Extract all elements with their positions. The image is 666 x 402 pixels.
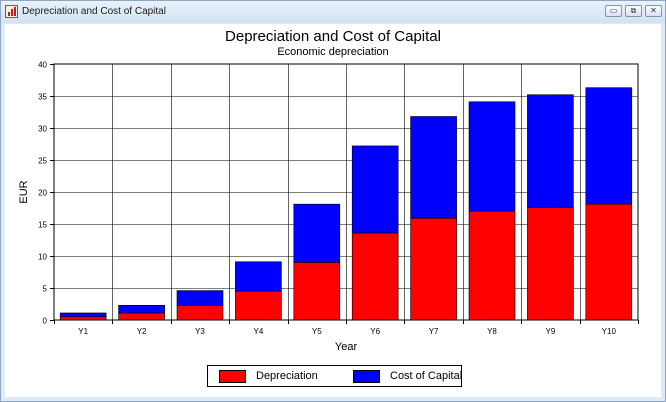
bar-depreciation-y6 [351, 232, 399, 321]
x-tick-label: Y4 [254, 327, 264, 336]
y-tick-label: 10 [38, 253, 47, 262]
y-tick-label: 30 [38, 125, 47, 134]
bar-depreciation-y7 [410, 217, 457, 321]
x-tick-label: Y1 [78, 327, 88, 336]
restore-button[interactable]: ⧉ [625, 5, 642, 17]
x-tick-label: Y10 [602, 327, 617, 336]
x-tick-label: Y5 [312, 327, 322, 336]
bar-depreciation-y8 [468, 210, 516, 321]
close-icon: ✕ [650, 6, 657, 15]
minimize-icon: ▭ [609, 6, 618, 15]
bar-cost-of-capital-y10 [585, 87, 633, 205]
close-button[interactable]: ✕ [645, 5, 662, 17]
legend-label-depreciation: Depreciation [256, 370, 318, 382]
bar-depreciation-y4 [235, 290, 282, 321]
x-tick-label: Y6 [370, 327, 380, 336]
chart-legend: Depreciation Cost of Capital [207, 365, 462, 387]
y-tick-label: 35 [38, 93, 47, 102]
y-axis-label: EUR [18, 180, 30, 203]
bar-depreciation-y9 [527, 207, 574, 321]
y-tick-label: 40 [38, 61, 47, 70]
y-tick-label: 25 [38, 157, 47, 166]
bar-cost-of-capital-y3 [176, 290, 224, 306]
chart-app-icon [5, 5, 18, 18]
legend-swatch-depreciation [219, 370, 246, 383]
legend-label-cost-of-capital: Cost of Capital [390, 370, 463, 382]
legend-swatch-cost-of-capital [353, 370, 380, 383]
x-tick-label: Y7 [429, 327, 439, 336]
bar-depreciation-y10 [585, 203, 633, 321]
stacked-bar-chart: 0 5 10 15 20 25 30 35 40 Y1 Y2 Y3 Y4 Y5 Y6 Y7 Y8 Y9 Y10 Yea… [18, 61, 639, 353]
chart-title: Depreciation and Cost of Capital [225, 28, 441, 45]
x-tick-label: Y9 [546, 327, 556, 336]
bar-depreciation-y5 [293, 262, 341, 321]
bar-cost-of-capital-y9 [527, 94, 574, 208]
bar-depreciation-y2 [118, 312, 165, 321]
title-bar[interactable]: Depreciation and Cost of Capital ▭ ⧉ ✕ [1, 1, 665, 23]
bar-cost-of-capital-y7 [410, 116, 457, 219]
x-tick-label: Y2 [137, 327, 147, 336]
x-tick-label: Y3 [195, 327, 205, 336]
bar-depreciation-y1 [59, 316, 107, 321]
restore-icon: ⧉ [630, 6, 637, 15]
bar-cost-of-capital-y6 [351, 145, 399, 234]
minimize-button[interactable]: ▭ [605, 5, 622, 17]
x-tick-label: Y8 [487, 327, 497, 336]
bar-cost-of-capital-y4 [235, 261, 282, 292]
bar-cost-of-capital-y5 [293, 203, 341, 263]
y-tick-label: 15 [38, 221, 47, 230]
y-tick-label: 20 [38, 189, 47, 198]
y-tick-label: 5 [43, 285, 48, 294]
chart-subtitle: Economic depreciation [277, 46, 389, 58]
bar-cost-of-capital-y2 [118, 304, 165, 314]
bar-cost-of-capital-y1 [59, 312, 107, 318]
bar-depreciation-y3 [176, 304, 224, 321]
x-axis-label: Year [335, 341, 358, 353]
chart-area: Depreciation and Cost of Capital Economi… [5, 24, 661, 397]
y-tick-label: 0 [43, 317, 48, 326]
bar-cost-of-capital-y8 [468, 101, 516, 212]
window-title: Depreciation and Cost of Capital [22, 6, 166, 17]
